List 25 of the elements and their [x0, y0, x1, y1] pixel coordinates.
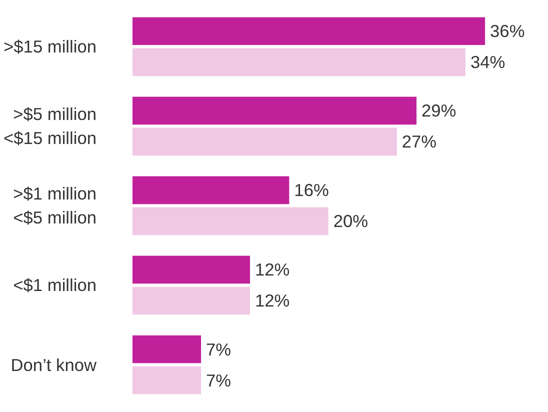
bar: [132, 128, 397, 156]
data-label: 16%: [294, 180, 329, 200]
data-label: 29%: [421, 100, 456, 121]
data-label: 12%: [255, 260, 290, 280]
y-tick-label: >$5 million <$15 million: [4, 104, 97, 148]
data-label: 20%: [333, 211, 368, 232]
y-tick-label: >$1 million <$5 million: [13, 184, 97, 228]
bar: [132, 286, 250, 315]
y-tick-label: >$15 million: [4, 36, 96, 57]
bar: [132, 48, 466, 76]
bar: [132, 366, 202, 394]
bar: [132, 207, 328, 236]
data-label: 12%: [255, 290, 290, 311]
bar: [132, 176, 290, 204]
data-label: 34%: [470, 52, 506, 72]
data-label: 7%: [206, 370, 232, 390]
bar: [132, 256, 250, 284]
y-tick-label: <$1 million: [13, 275, 97, 296]
y-tick-label: Don’t know: [10, 354, 97, 375]
data-label: 7%: [206, 339, 232, 360]
bar: [132, 335, 202, 364]
data-label: 36%: [490, 21, 525, 42]
bar: [132, 96, 416, 125]
bar: [132, 17, 486, 46]
data-label: 27%: [402, 132, 437, 152]
